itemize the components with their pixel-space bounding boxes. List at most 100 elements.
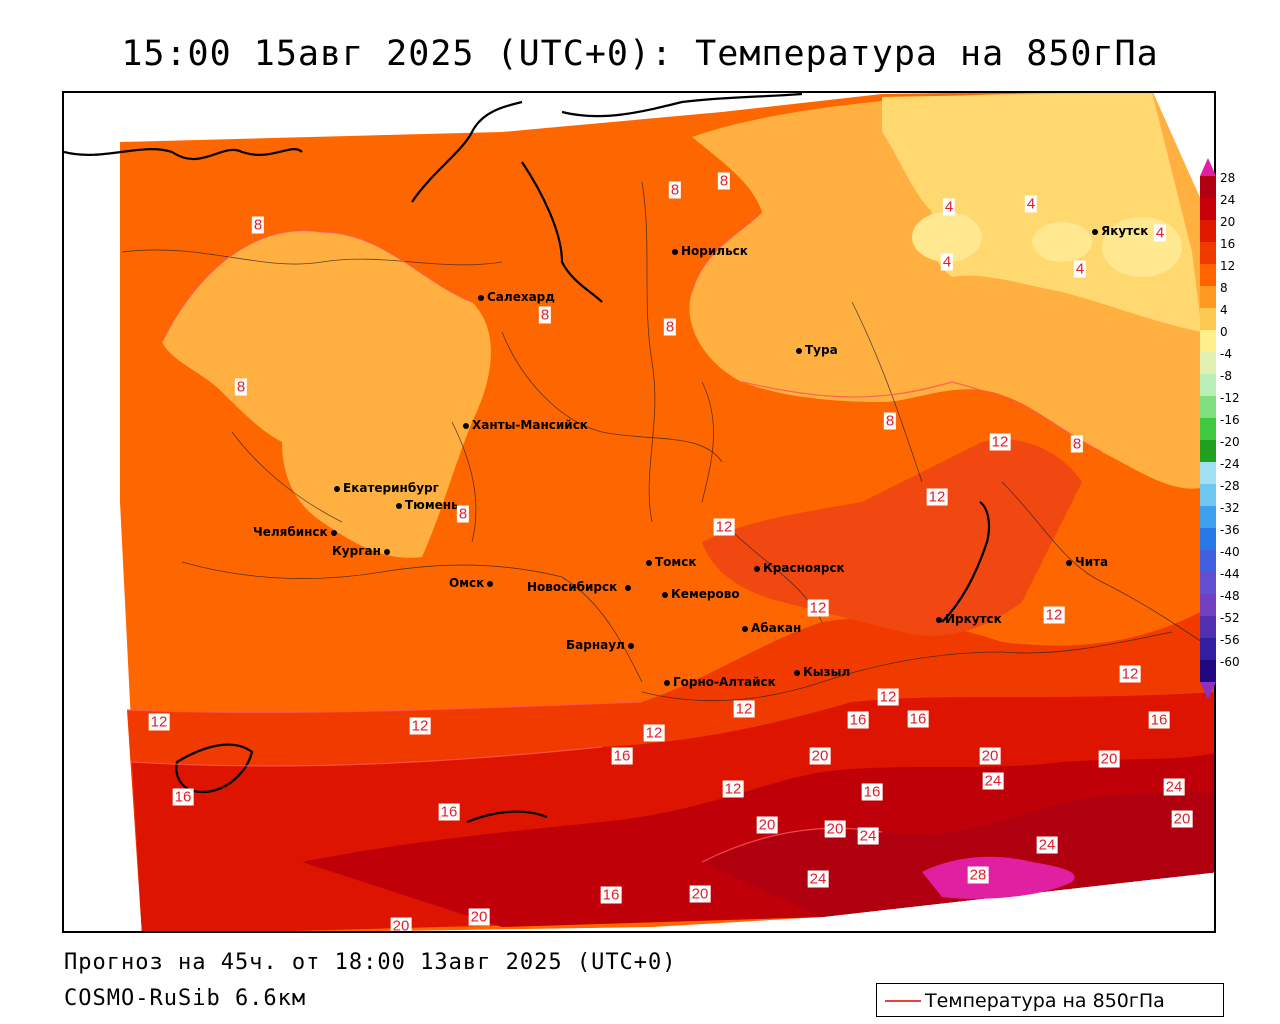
colorbar-segment [1200,308,1216,330]
colorbar-tick-label: -56 [1220,633,1240,647]
colorbar-tick-label: -8 [1220,369,1232,383]
city-label: Екатеринбург [343,481,439,495]
city-chita: Чита [1066,555,1108,569]
colorbar-tick-label: 8 [1220,281,1228,295]
contour-label: 16 [1148,711,1170,729]
city-dot-icon [664,679,670,686]
city-dot-icon [796,347,802,354]
city-dot-icon [396,502,402,509]
colorbar-segment [1200,418,1216,440]
contour-label: 4 [1024,195,1038,213]
city-irkutsk: Иркутск [936,612,1002,626]
contour-label: 20 [390,917,412,933]
city-dot-icon [487,580,494,587]
city-kurgan: Курган [332,544,393,558]
colorbar [1200,158,1216,700]
colorbar-tick-label: -4 [1220,347,1232,361]
city-khanty-mansiysk: Ханты-Мансийск [463,418,588,432]
contour-label: 16 [438,803,460,821]
contour-label: 20 [809,747,831,765]
city-dot-icon [754,565,760,572]
colorbar-segment [1200,462,1216,484]
city-dot-icon [627,642,634,649]
city-dot-icon [334,485,340,492]
temperature-field [64,93,1214,931]
contour-label: 12 [733,700,755,718]
contour-label: 12 [643,724,665,742]
city-novosibirsk: Новосибирск [527,580,634,594]
city-label: Кызыл [803,665,851,679]
city-label: Кемерово [671,587,740,601]
contour-label: 8 [1070,435,1084,453]
colorbar-bottom-arrow-icon [1200,682,1216,700]
colorbar-tick-label: -40 [1220,545,1240,559]
colorbar-segment [1200,440,1216,462]
city-label: Тура [805,343,838,357]
city-label: Ханты-Мансийск [472,418,588,432]
contour-label: 8 [717,172,731,190]
contour-label: 20 [979,747,1001,765]
colorbar-tick-label: -28 [1220,479,1240,493]
colorbar-segment [1200,198,1216,220]
colorbar-tick-label: 28 [1220,171,1236,185]
city-dot-icon [1066,559,1072,566]
contour-label: 4 [1073,260,1087,278]
contour-label: 16 [907,710,929,728]
contour-label: 12 [409,717,431,735]
contour-label: 12 [148,713,170,731]
city-label: Новосибирск [527,580,618,594]
city-dot-icon [662,591,668,598]
city-dot-icon [1092,228,1098,235]
colorbar-tick-label: -32 [1220,501,1240,515]
colorbar-top-arrow-icon [1200,158,1216,176]
city-kemerovo: Кемерово [662,587,740,601]
forecast-info: Прогноз на 45ч. от 18:00 13авг 2025 (UTC… [64,950,677,975]
contour-label: 8 [668,181,682,199]
colorbar-tick-label: 16 [1220,237,1236,251]
city-dot-icon [794,669,800,676]
colorbar-tick-label: 24 [1220,193,1236,207]
city-dot-icon [330,529,337,536]
colorbar-segment [1200,484,1216,506]
colorbar-segment [1200,550,1216,572]
city-label: Норильск [681,244,748,258]
colorbar-segment [1200,242,1216,264]
colorbar-tick-label: -36 [1220,523,1240,537]
contour-label: 24 [1163,778,1185,796]
colorbar-tick-label: -16 [1220,413,1240,427]
city-label: Красноярск [763,561,845,575]
colorbar-tick-label: -12 [1220,391,1240,405]
contour-label: 20 [1098,750,1120,768]
colorbar-tick-label: 4 [1220,303,1228,317]
city-norilsk: Норильск [672,244,748,258]
city-tura: Тура [796,343,838,357]
city-dot-icon [646,559,652,566]
city-label: Тюмень [405,498,459,512]
city-label: Чита [1075,555,1109,569]
city-dot-icon [672,248,678,255]
contour-label: 28 [967,866,989,884]
city-dot-icon [383,548,390,555]
colorbar-segment [1200,286,1216,308]
contour-label: 20 [468,908,490,926]
contour-label: 16 [847,711,869,729]
city-label: Якутск [1101,224,1149,238]
city-label: Салехард [487,290,555,304]
contour-label: 24 [807,870,829,888]
contour-label: 12 [722,780,744,798]
colorbar-segment [1200,638,1216,660]
contour-label: 24 [982,772,1004,790]
colorbar-segment [1200,616,1216,638]
contour-label: 12 [807,599,829,617]
city-chelyabinsk: Челябинск [253,525,340,539]
contour-label: 8 [663,318,677,336]
city-salekhard: Салехард [478,290,555,304]
contour-label: 24 [857,827,879,845]
contour-label: 4 [940,253,954,271]
contour-label: 12 [713,518,735,536]
contour-label: 4 [1153,224,1167,242]
contour-label: 12 [877,688,899,706]
city-dot-icon [742,625,748,632]
contour-label: 20 [756,816,778,834]
city-label: Томск [655,555,697,569]
